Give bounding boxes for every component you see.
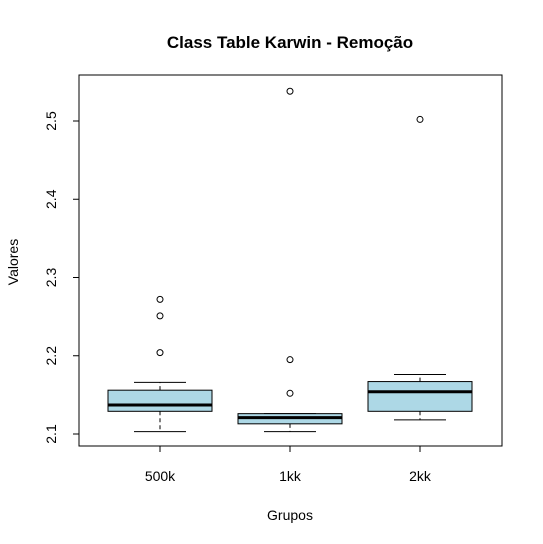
y-tick-label: 2.5 bbox=[43, 111, 59, 131]
y-axis-label: Valores bbox=[5, 239, 21, 285]
x-axis: 500k 1kk 2kk bbox=[145, 445, 432, 484]
box-2kk bbox=[367, 115, 473, 421]
outlier-point bbox=[286, 389, 294, 397]
y-tick-label: 2.4 bbox=[43, 189, 59, 209]
outlier-point bbox=[286, 356, 294, 364]
chart-title: Class Table Karwin - Remoção bbox=[167, 33, 413, 52]
y-axis: 2.1 2.2 2.3 2.4 2.5 bbox=[43, 111, 80, 444]
outlier-point bbox=[156, 295, 164, 303]
x-tick-label: 2kk bbox=[409, 468, 432, 484]
y-tick-label: 2.3 bbox=[43, 268, 59, 288]
y-tick-label: 2.2 bbox=[43, 346, 59, 366]
box-1kk bbox=[237, 87, 343, 433]
x-tick-label: 1kk bbox=[279, 468, 302, 484]
x-axis-label: Grupos bbox=[267, 507, 313, 523]
outlier-point bbox=[156, 349, 164, 357]
outlier-point bbox=[286, 87, 294, 95]
box-500k bbox=[107, 295, 213, 433]
iqr-box bbox=[367, 381, 473, 412]
y-tick-label: 2.1 bbox=[43, 424, 59, 444]
x-tick-label: 500k bbox=[145, 468, 176, 484]
outlier-point bbox=[156, 312, 164, 320]
iqr-box bbox=[107, 389, 213, 412]
outlier-point bbox=[416, 115, 424, 123]
boxes-layer bbox=[107, 87, 473, 433]
